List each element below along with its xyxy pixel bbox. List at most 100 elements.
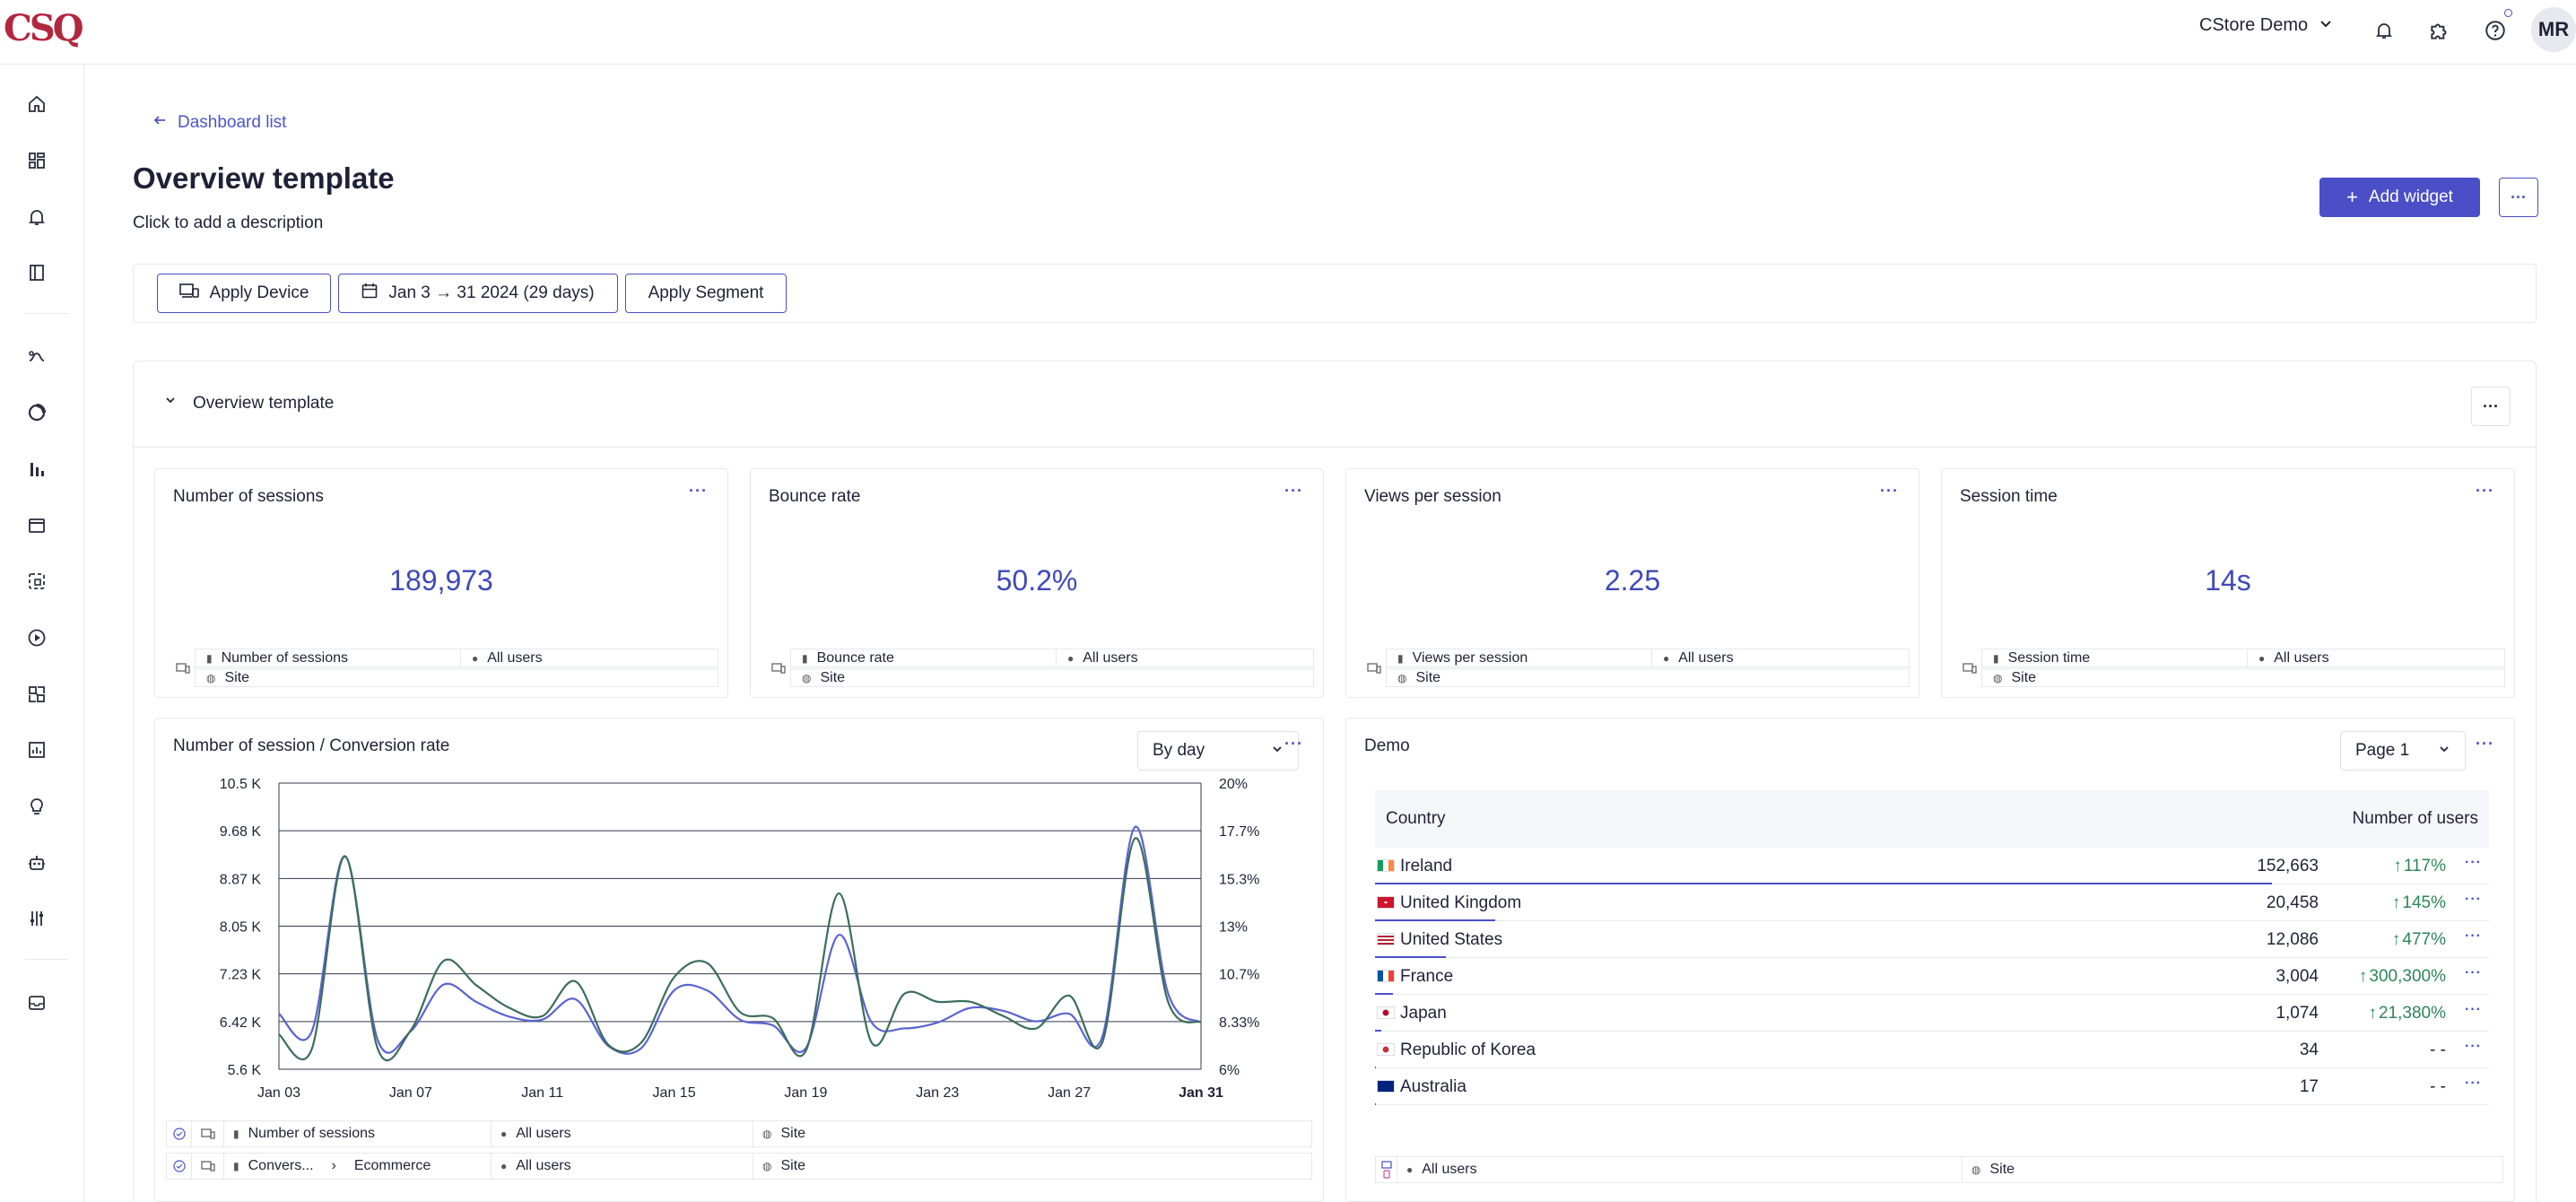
widget-more-icon[interactable]: ··· xyxy=(2476,735,2494,753)
apply-segment-button[interactable]: Apply Segment xyxy=(625,274,787,313)
bot-icon[interactable] xyxy=(24,850,49,875)
row-more-icon[interactable]: ··· xyxy=(2465,1039,2482,1054)
app-logo[interactable]: CSQ xyxy=(4,7,84,49)
table-row[interactable]: Republic of Korea 34 - - ··· xyxy=(1375,1032,2489,1068)
date-range-button[interactable]: Jan 3 → 31 2024 (29 days) xyxy=(338,274,618,313)
country-name: Australia xyxy=(1400,1077,1466,1096)
page-comparator-icon[interactable] xyxy=(24,513,49,538)
plus-icon: + xyxy=(2346,186,2358,208)
table-row[interactable]: United States 12,086 ↑ 477% ··· xyxy=(1375,921,2489,958)
settings-sliders-icon[interactable] xyxy=(24,906,49,931)
scope-chip: ◍ Site xyxy=(1981,668,2505,687)
users-value: 3,004 xyxy=(2276,967,2319,986)
series-row-sessions[interactable]: ▮ Number of sessions ● All users ◍ Site xyxy=(166,1120,1312,1147)
kpi-card-sessions[interactable]: Number of sessions ··· 189,973 ▮ Number o… xyxy=(154,468,728,698)
kpi-card-session-time[interactable]: Session time ··· 14s ▮ Session time ● All … xyxy=(1941,468,2515,698)
help-icon[interactable] xyxy=(2477,13,2513,48)
widget-more-icon[interactable]: ··· xyxy=(1284,482,1303,500)
series-extra: Ecommerce xyxy=(353,1158,431,1173)
section-more-button[interactable]: ··· xyxy=(2471,387,2511,426)
check-circle-icon[interactable] xyxy=(167,1121,192,1146)
analytics-icon[interactable] xyxy=(24,457,49,482)
table-row[interactable]: United Kingdom 20,458 ↑ 145% ··· xyxy=(1375,884,2489,921)
widget-more-icon[interactable]: ··· xyxy=(1284,735,1303,753)
project-selector[interactable]: CStore Demo xyxy=(2199,15,2333,36)
home-icon[interactable] xyxy=(24,91,49,117)
kpi-card-bounce-rate[interactable]: Bounce rate ··· 50.2% ▮ Bounce rate ● All … xyxy=(750,468,1324,698)
row-more-icon[interactable]: ··· xyxy=(2465,892,2482,907)
row-more-icon[interactable]: ··· xyxy=(2465,1076,2482,1091)
y-right-tick-label: 15.3% xyxy=(1219,872,1259,887)
widget-more-icon[interactable]: ··· xyxy=(689,482,708,500)
kpi-title: Views per session xyxy=(1364,487,1501,506)
back-to-dashboard-list[interactable]: Dashboard list xyxy=(152,113,286,133)
dashboards-icon[interactable] xyxy=(24,148,49,173)
globe-icon: ◍ xyxy=(206,671,216,684)
zoning-icon[interactable] xyxy=(24,400,49,425)
apply-device-button[interactable]: Apply Device xyxy=(157,274,331,313)
inbox-icon[interactable] xyxy=(24,990,49,1015)
flag-icon xyxy=(1377,1043,1395,1056)
users-value: 152,663 xyxy=(2257,857,2319,875)
widget-more-icon[interactable]: ··· xyxy=(2476,482,2494,500)
scope-chip: ◍ Site xyxy=(195,668,718,687)
globe-icon: ◍ xyxy=(1397,671,1407,684)
insights-icon[interactable] xyxy=(24,794,49,819)
session-replay-icon[interactable] xyxy=(24,625,49,650)
users-delta: ↑ 477% xyxy=(2392,930,2446,950)
table-row[interactable]: Japan 1,074 ↑ 21,380% ··· xyxy=(1375,995,2489,1032)
widget-more-icon[interactable]: ··· xyxy=(1880,482,1899,500)
kpi-filter-chips: ▮ Bounce rate ● All users ◍ Site xyxy=(769,649,1314,688)
chevron-down-icon xyxy=(2319,15,2333,36)
alerts-icon[interactable] xyxy=(24,205,49,230)
add-widget-label: Add widget xyxy=(2368,187,2453,206)
table-row[interactable]: Ireland 152,663 ↑ 117% ··· xyxy=(1375,848,2489,884)
share-bar xyxy=(1375,883,2272,884)
users-value: 12,086 xyxy=(2266,930,2319,949)
journey-icon[interactable] xyxy=(24,344,49,370)
add-widget-button[interactable]: + Add widget xyxy=(2319,178,2480,217)
demo-filter-chip[interactable]: ● All users ◍ Site xyxy=(1375,1156,2503,1183)
page-description[interactable]: Click to add a description xyxy=(133,213,324,232)
chip-segment: All users xyxy=(487,649,543,666)
column-header-users[interactable]: Number of users xyxy=(2352,809,2478,828)
page-select[interactable]: Page 1 xyxy=(2340,731,2466,771)
row-more-icon[interactable]: ··· xyxy=(2465,1002,2482,1017)
row-more-icon[interactable]: ··· xyxy=(2465,855,2482,870)
share-bar xyxy=(1375,919,1495,921)
series-row-conversion[interactable]: ▮ Convers... › Ecommerce ● All users ◍ Site xyxy=(166,1153,1312,1180)
demo-table-widget[interactable]: Demo Page 1 ··· Country Number of users … xyxy=(1345,718,2515,1202)
kpi-title: Session time xyxy=(1960,487,2058,506)
y-left-tick-label: 8.87 K xyxy=(220,872,262,887)
merchandising-icon[interactable] xyxy=(24,682,49,707)
x-tick-label: Jan 31 xyxy=(1179,1085,1223,1101)
page-label: Page 1 xyxy=(2355,741,2410,760)
mapping-icon[interactable] xyxy=(24,260,49,285)
series-metric: Convers... xyxy=(248,1158,314,1173)
chevron-down-icon[interactable] xyxy=(164,394,177,411)
kpi-card-views-per-session[interactable]: Views per session ··· 2.25 ▮ Views per se… xyxy=(1345,468,1919,698)
table-row[interactable]: France 3,004 ↑ 300,300% ··· xyxy=(1375,958,2489,995)
page-title[interactable]: Overview template xyxy=(133,161,395,195)
row-more-icon[interactable]: ··· xyxy=(2465,928,2482,944)
chip-segment: All users xyxy=(1083,649,1138,666)
table-row[interactable]: Australia 17 - - ··· xyxy=(1375,1068,2489,1105)
bell-icon[interactable] xyxy=(2366,13,2402,48)
user-icon: ● xyxy=(500,1160,508,1172)
check-circle-icon[interactable] xyxy=(167,1154,192,1179)
line-chart-widget[interactable]: Number of session / Conversion rate By d… xyxy=(154,718,1324,1202)
section-header[interactable]: Overview template ··· xyxy=(134,361,2536,448)
column-header-country[interactable]: Country xyxy=(1386,809,1446,828)
users-delta: - - xyxy=(2430,1077,2446,1097)
impact-icon[interactable] xyxy=(24,569,49,594)
reports-icon[interactable] xyxy=(24,737,49,762)
chip-scope: Site xyxy=(2011,669,2037,685)
granularity-select[interactable]: By day xyxy=(1137,731,1299,771)
users-delta: ↑ 117% xyxy=(2393,857,2446,876)
page-more-button[interactable]: ··· xyxy=(2499,178,2538,217)
row-more-icon[interactable]: ··· xyxy=(2465,965,2482,980)
country-name: Republic of Korea xyxy=(1400,1041,1536,1059)
avatar[interactable]: MR xyxy=(2531,7,2576,52)
device-icon xyxy=(192,1154,224,1179)
puzzle-icon[interactable] xyxy=(2422,13,2458,48)
